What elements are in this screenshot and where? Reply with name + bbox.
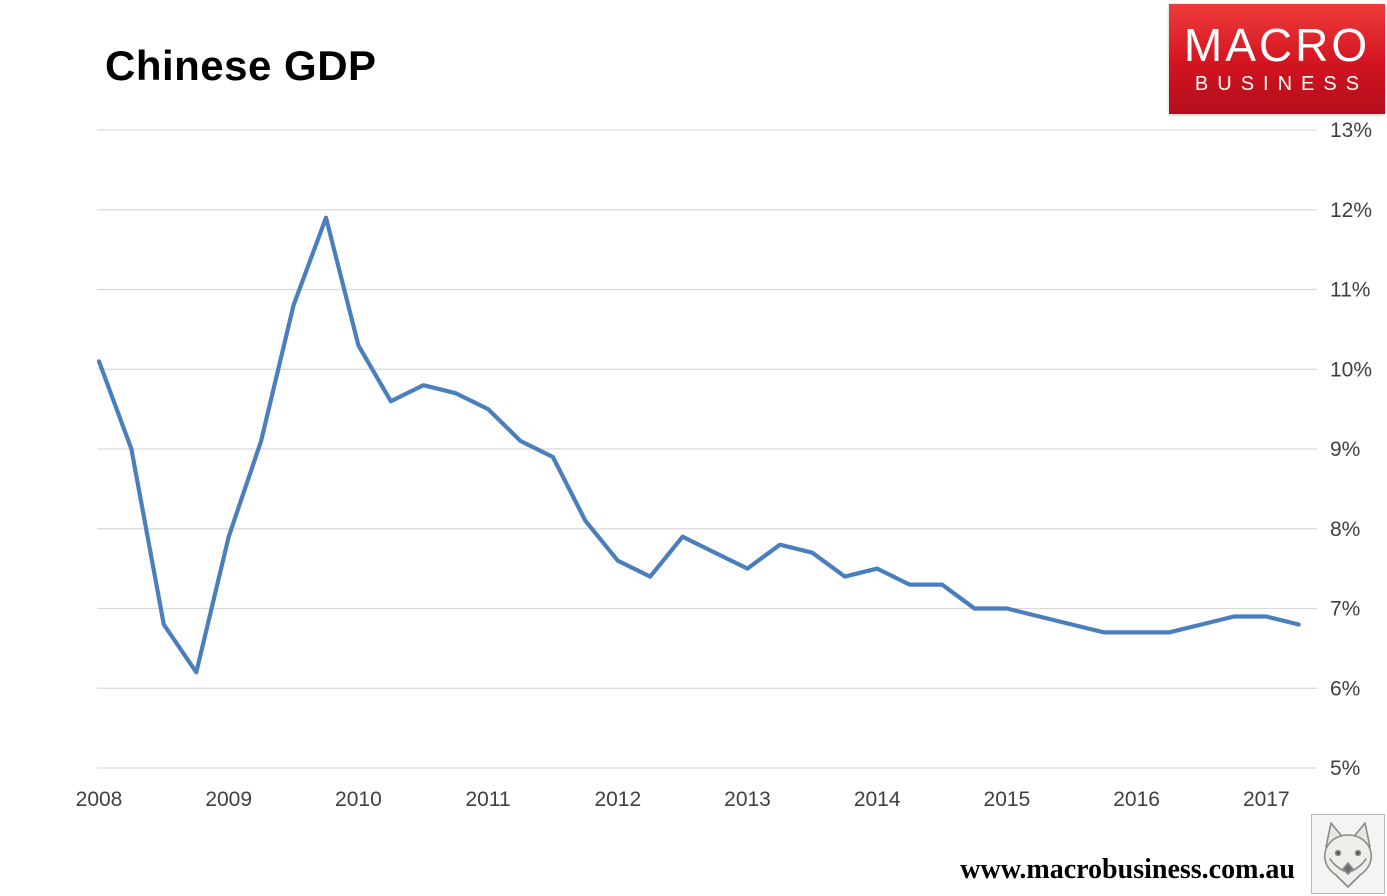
y-tick-label: 5% [1330, 757, 1360, 780]
watermark-url: www.macrobusiness.com.au [960, 854, 1295, 885]
y-tick-label: 8% [1330, 518, 1360, 541]
x-tick-label: 2013 [724, 788, 771, 811]
x-tick-label: 2010 [335, 788, 382, 811]
y-tick-label: 13% [1330, 119, 1372, 142]
logo-text-business: BUSINESS [1194, 72, 1369, 95]
fox-logo [1311, 814, 1385, 894]
chart-title: Chinese GDP [105, 42, 377, 89]
x-tick-label: 2017 [1243, 788, 1290, 811]
logo-text-macro: MACRO [1183, 19, 1371, 72]
gdp-line [96, 215, 1301, 675]
y-tick-label: 6% [1330, 677, 1360, 700]
x-tick-label: 2016 [1113, 788, 1160, 811]
y-tick-label: 7% [1330, 598, 1360, 621]
y-tick-label: 11% [1330, 279, 1370, 302]
x-tick-label: 2009 [205, 788, 252, 811]
macrobusiness-logo: MACRO BUSINESS [1169, 4, 1385, 114]
x-tick-label: 2014 [854, 788, 901, 811]
x-tick-label: 2008 [76, 788, 123, 811]
y-tick-label: 9% [1330, 438, 1360, 461]
x-tick-label: 2015 [984, 788, 1031, 811]
fox-sketch-icon [1323, 822, 1373, 888]
y-tick-label: 10% [1330, 358, 1372, 381]
y-tick-label: 12% [1330, 199, 1372, 222]
x-tick-label: 2011 [466, 788, 511, 811]
x-tick-label: 2012 [594, 788, 641, 811]
